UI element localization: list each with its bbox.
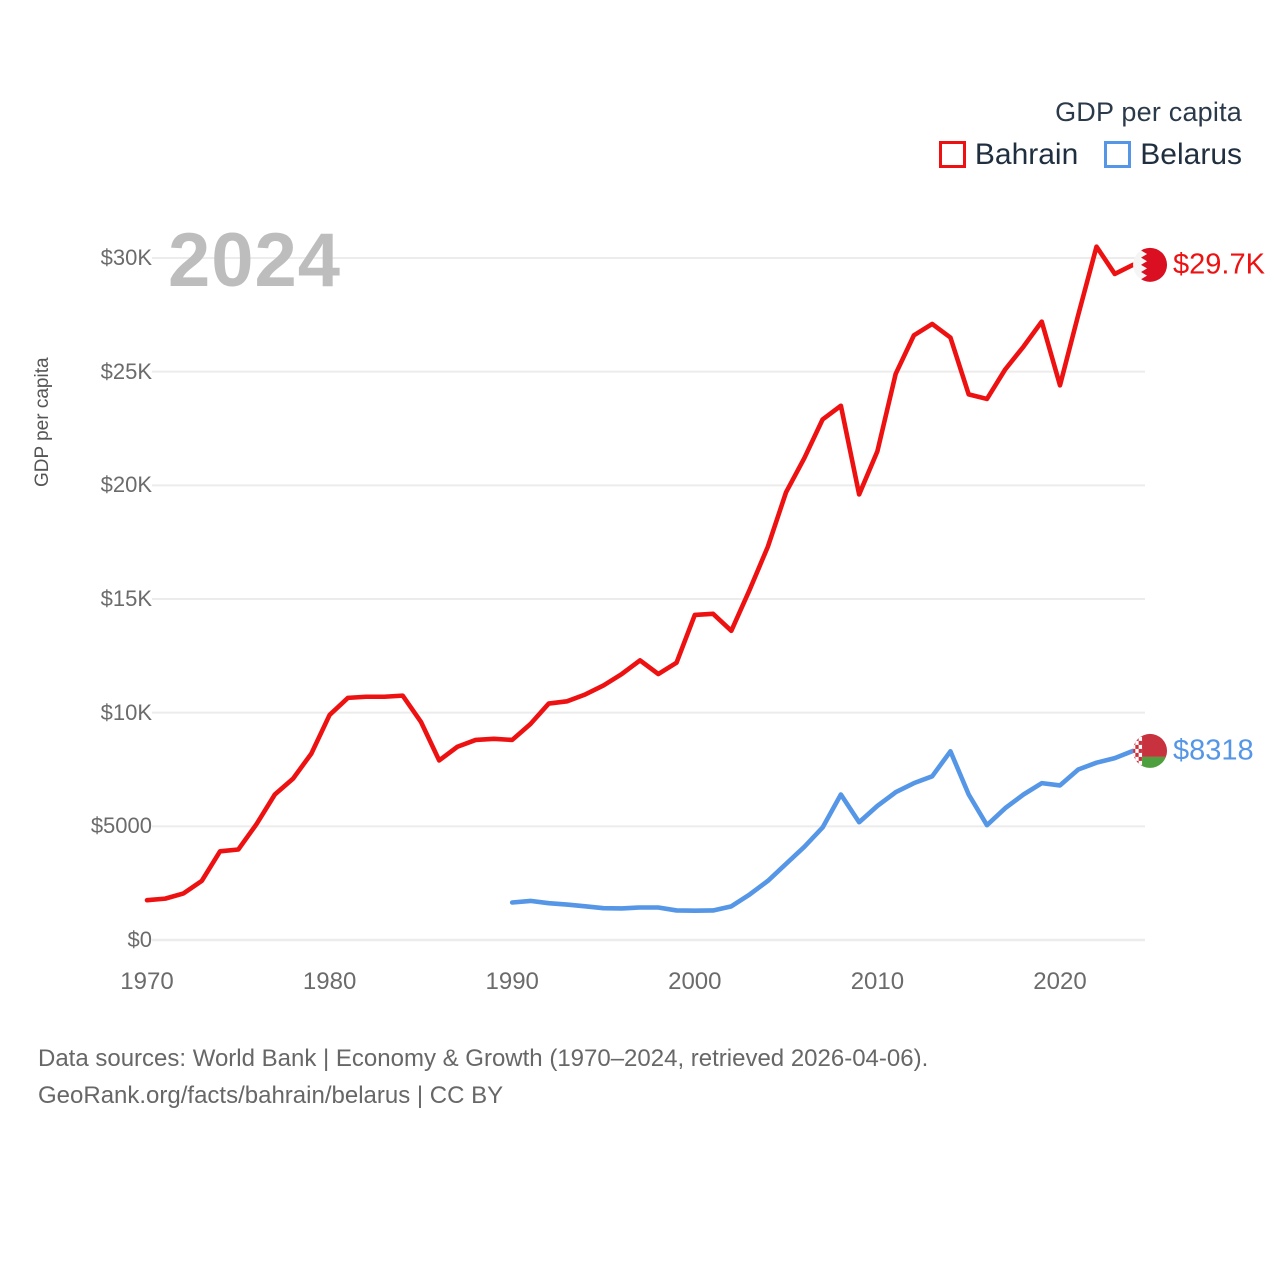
end-label-bahrain: $29.7K (1173, 248, 1265, 281)
end-marker-flag-bahrain (1133, 247, 1168, 282)
x-tick-label: 2010 (850, 968, 905, 995)
end-markers (1133, 247, 1168, 768)
y-tick-label: $0 (127, 927, 152, 952)
legend-label: Belarus (1140, 137, 1242, 171)
footer-line-attribution: GeoRank.org/facts/bahrain/belarus | CC B… (38, 1082, 504, 1110)
y-tick-label: $5000 (90, 813, 152, 839)
y-tick-label: $20K (100, 472, 152, 498)
end-label-belarus: $8318 (1173, 734, 1254, 767)
y-tick-label: $25K (100, 358, 152, 384)
legend-swatch-bahrain (938, 141, 966, 169)
series-lines (144, 244, 1136, 913)
series-line-bahrain (144, 244, 1136, 903)
footer-credits: Data sources: World Bank | Economy & Gro… (38, 1040, 928, 1114)
legend-item-belarus[interactable]: Belarus (1104, 137, 1242, 171)
y-axis-ticks: $0 $5000 $10K $15K $20K $25K $30K (0, 0, 152, 1280)
legend: GDP per capita Bahrain Belarus (938, 97, 1242, 171)
y-tick-label: $10K (100, 699, 152, 725)
legend-title: GDP per capita (1055, 97, 1242, 127)
y-tick-label: $30K (100, 245, 152, 270)
footer-line-data-sources: Data sources: World Bank | Economy & Gro… (38, 1045, 929, 1072)
end-marker-flag-belarus (1133, 733, 1168, 768)
legend-item-bahrain[interactable]: Bahrain (938, 137, 1079, 171)
x-tick-label: 1970 (120, 968, 174, 995)
x-tick-label: 1980 (302, 968, 357, 995)
x-tick-label: 2020 (1033, 968, 1087, 995)
series-line-belarus (509, 748, 1136, 913)
legend-label: Bahrain (974, 137, 1079, 171)
legend-items: Bahrain Belarus (938, 137, 1242, 171)
year-watermark: 2024 (168, 218, 342, 303)
x-tick-label: 2000 (668, 968, 722, 995)
gridlines (152, 257, 1145, 942)
x-tick-label: 1990 (485, 968, 539, 995)
y-tick-label: $15K (100, 586, 152, 611)
legend-swatch-belarus (1104, 141, 1132, 169)
